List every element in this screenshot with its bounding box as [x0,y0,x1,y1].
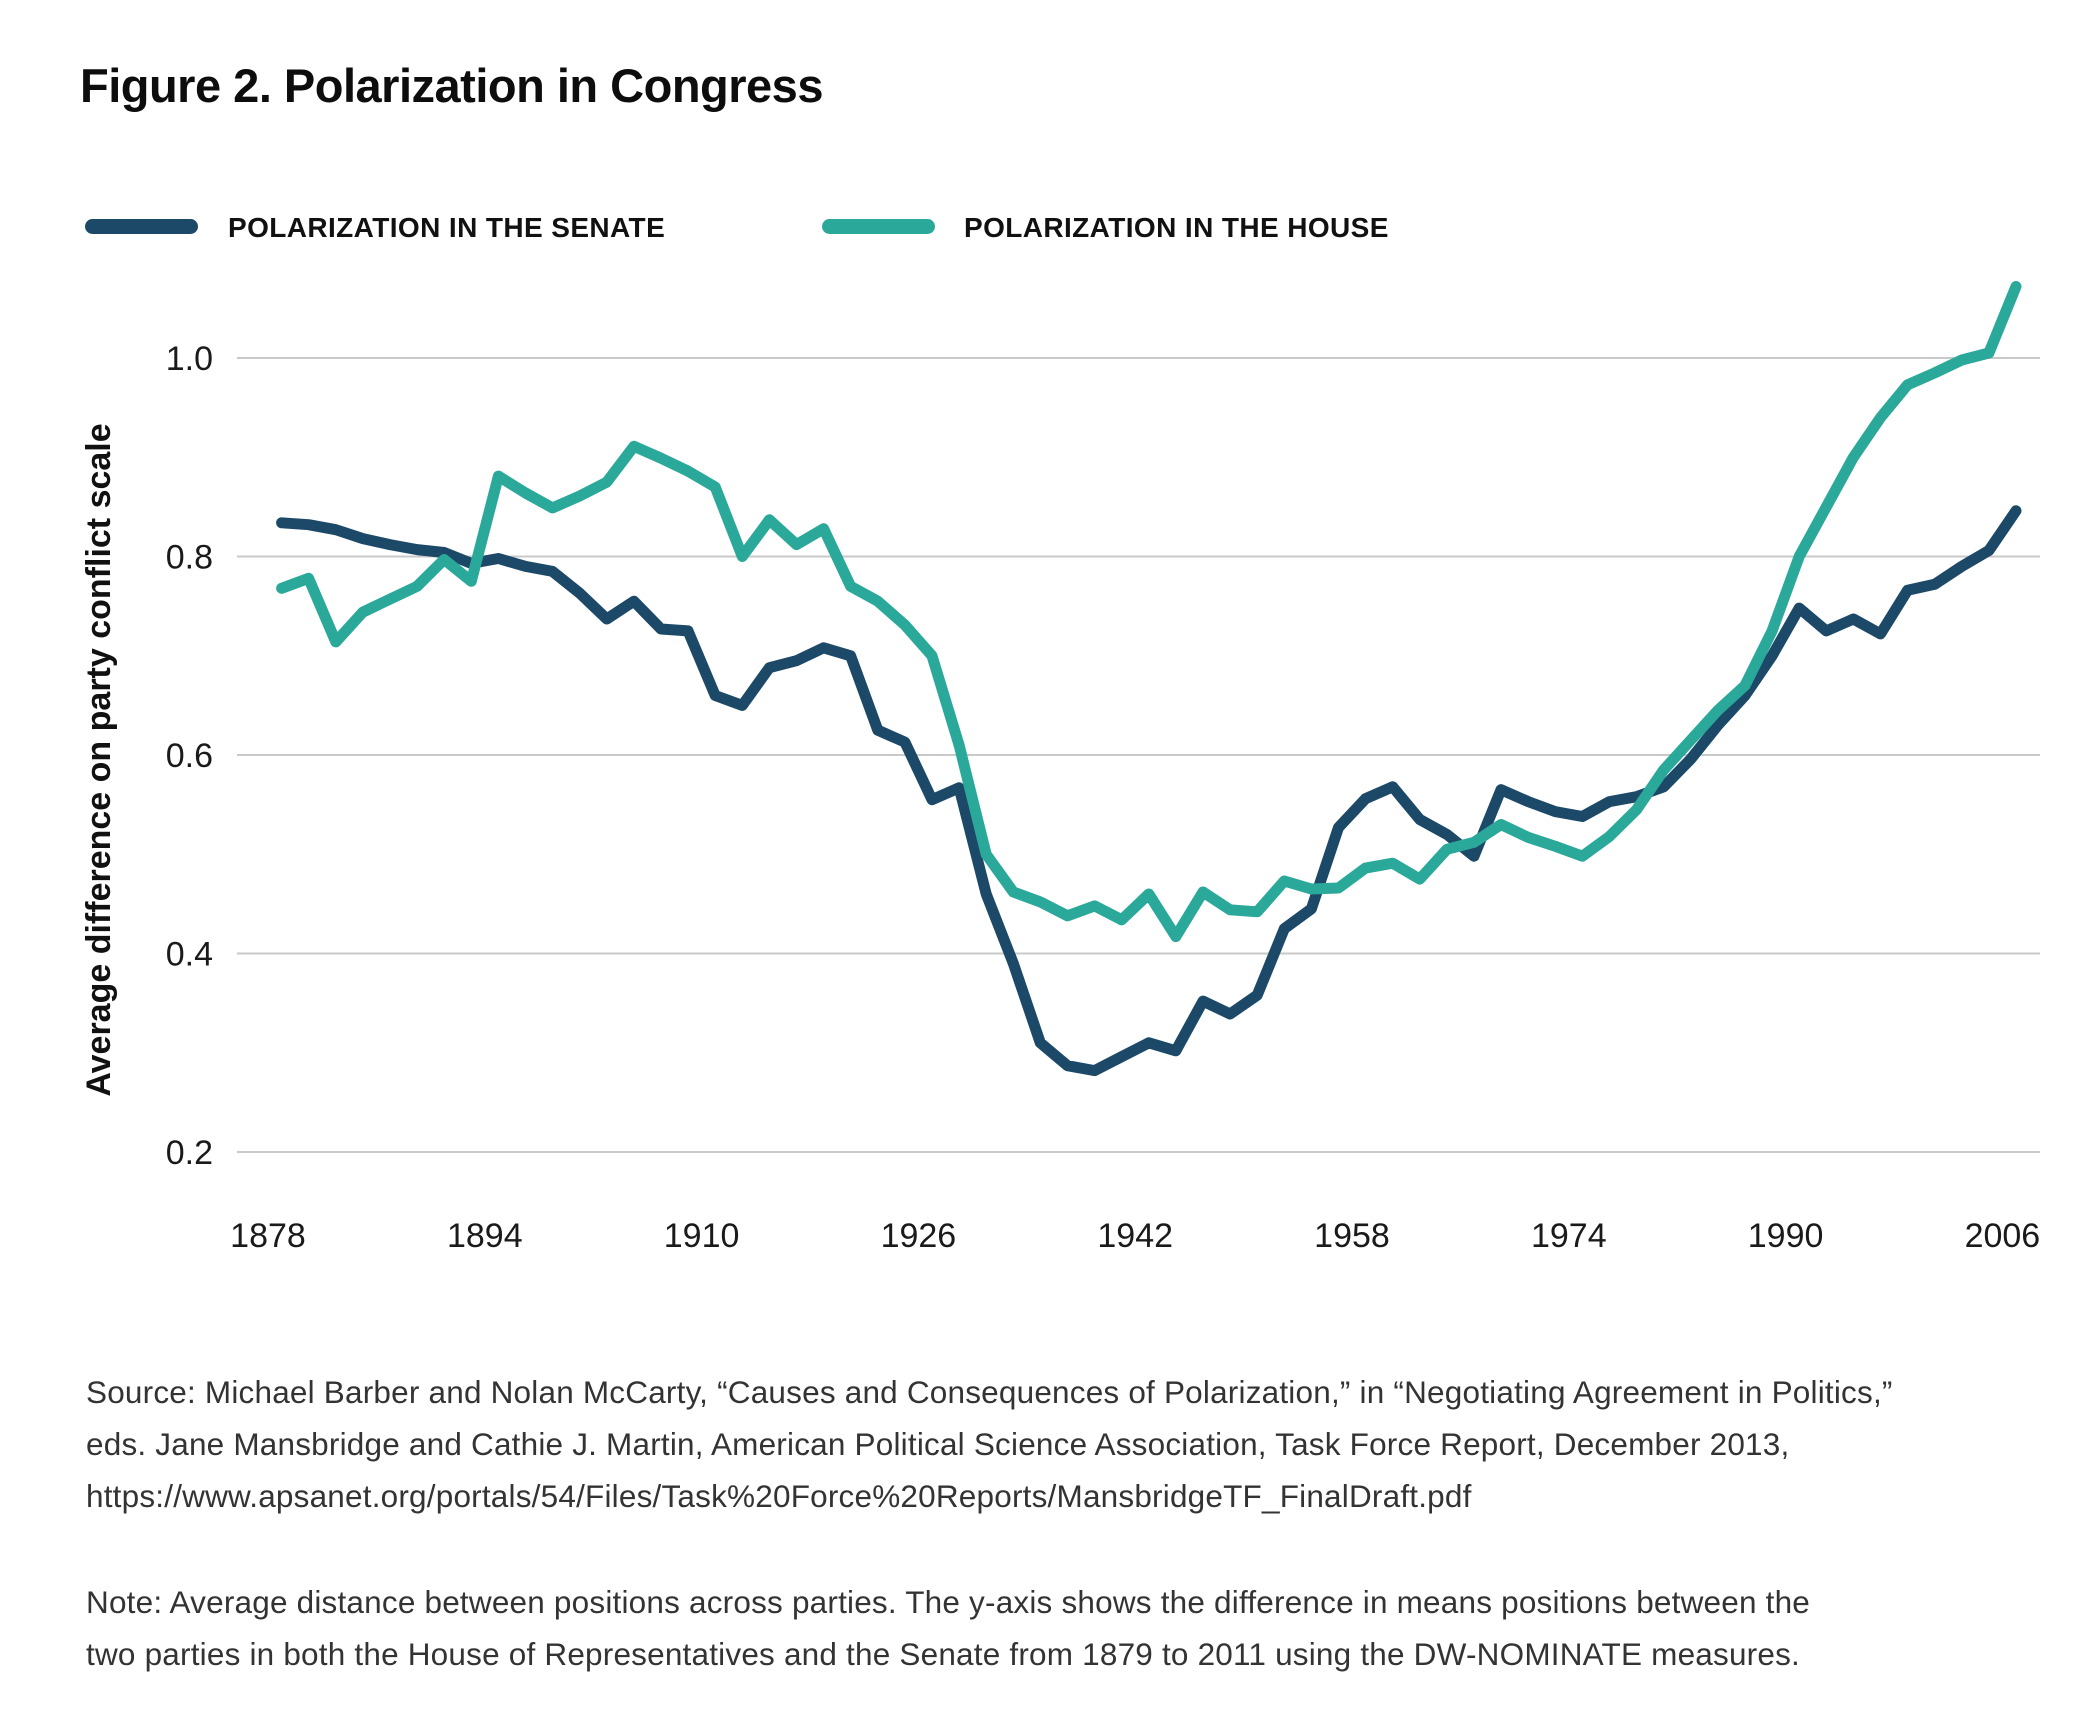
y-tick-label: 0.4 [166,936,213,974]
y-tick-label: 1.0 [166,340,213,378]
senate-line-swatch [85,219,198,234]
senate-legend-label: POLARIZATION IN THE SENATE [228,212,666,243]
note-line: Note: Average distance between positions… [86,1584,1811,1620]
senate-line [276,505,2022,1077]
x-tick-label: 1910 [664,1217,740,1255]
note-line: two parties in both the House of Represe… [86,1636,1800,1672]
x-tick-label: 1894 [447,1217,523,1255]
x-tick-label: 1878 [230,1217,306,1255]
y-axis-title: Average difference on party conflict sca… [80,423,118,1096]
house-line-swatch [822,219,935,234]
page-title: Figure 2. Polarization in Congress [80,59,823,112]
x-tick-label: 1926 [881,1217,957,1255]
source-line: eds. Jane Mansbridge and Cathie J. Marti… [86,1426,1790,1462]
source-text: Source: Michael Barber and Nolan McCarty… [86,1366,1893,1522]
x-tick-label: 1990 [1748,1217,1824,1255]
note-text: Note: Average distance between positions… [86,1576,1810,1680]
y-tick-label: 0.6 [166,737,213,775]
y-tick-label: 0.8 [166,539,213,577]
x-tick-label: 1974 [1531,1217,1607,1255]
source-line: https://www.apsanet.org/portals/54/Files… [86,1478,1472,1514]
x-tick-label: 1958 [1314,1217,1390,1255]
y-tick-label: 0.2 [166,1134,213,1172]
x-tick-label: 2006 [1965,1217,2041,1255]
source-line: Source: Michael Barber and Nolan McCarty… [86,1374,1893,1410]
house-legend-label: POLARIZATION IN THE HOUSE [964,212,1389,243]
house-line [276,281,2022,943]
x-tick-label: 1942 [1097,1217,1173,1255]
